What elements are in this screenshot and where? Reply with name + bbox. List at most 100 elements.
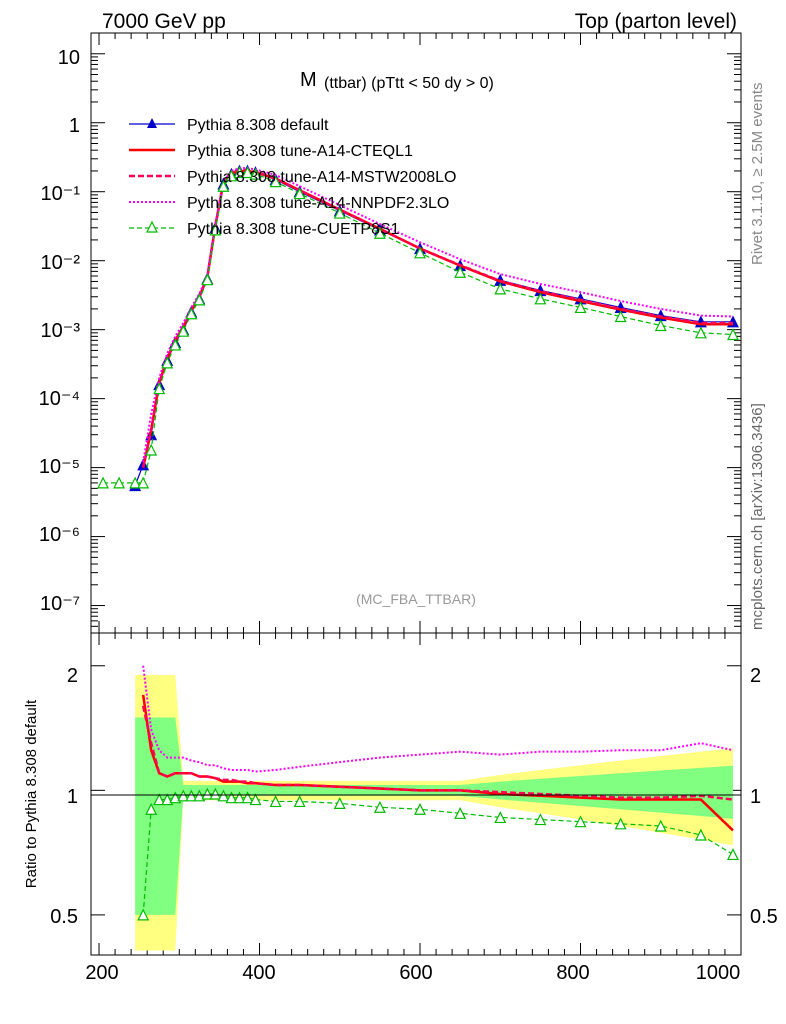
ratio-plot-frame <box>90 632 742 956</box>
data-point <box>193 293 206 306</box>
data-point <box>217 179 230 192</box>
data-point <box>97 476 110 489</box>
ratio-data-point <box>574 815 587 828</box>
ratio-data-point <box>727 848 739 861</box>
legend: Pythia 8.308 default Pythia 8.308 tune-A… <box>129 117 456 238</box>
ratio-data-point <box>177 789 190 802</box>
ratio-data-point <box>201 787 214 800</box>
ratio-data-point <box>241 791 254 804</box>
y-tick-label: 10⁻⁷ <box>40 593 80 615</box>
y-tick-label: 1 <box>69 115 80 137</box>
ratio-data-point <box>225 791 238 804</box>
data-point <box>233 166 246 179</box>
ratio-y-tick-label-right: 0.5 <box>750 906 778 928</box>
ratio-uncertainty-bands <box>135 674 733 951</box>
data-point <box>201 273 214 286</box>
series-line <box>103 171 734 484</box>
ratio-data-point <box>185 789 198 802</box>
ratio-data-point <box>269 795 282 808</box>
ratio-data-point <box>209 787 222 800</box>
ratio-data-point <box>614 817 627 830</box>
ratio-data-point <box>137 908 150 921</box>
ratio-data-point <box>233 791 246 804</box>
data-point <box>241 166 254 179</box>
ratio-data-point <box>494 811 507 824</box>
series-line <box>141 168 733 468</box>
ratio-data-point <box>217 789 230 802</box>
legend-label: Pythia 8.308 tune-A14-NNPDF2.3LO <box>187 195 449 212</box>
ratio-data-point <box>454 806 467 819</box>
x-tick-label: 800 <box>556 962 589 984</box>
legend-entry: Pythia 8.308 tune-A14-NNPDF2.3LO <box>129 195 449 212</box>
legend-marker-triangle <box>147 118 157 128</box>
mcplots-label: mcplots.cern.ch [arXiv:1306.3436] <box>749 403 766 630</box>
y-tick-label: 10⁻³ <box>41 320 81 342</box>
data-point <box>454 265 467 278</box>
ratio-y-tick-label-right: 2 <box>750 665 761 687</box>
x-tick-label: 400 <box>242 962 275 984</box>
ratio-series-line <box>142 793 734 915</box>
x-tick-labels: 200 400 600 800 1000 <box>85 962 740 984</box>
header-left: 7000 GeV pp <box>102 10 226 33</box>
legend-label: Pythia 8.308 tune-A14-MSTW2008LO <box>187 169 456 186</box>
data-point <box>574 301 587 314</box>
ratio-y-tick-label-right: 1 <box>750 786 761 808</box>
ratio-y-tick-label: 0.5 <box>50 906 78 928</box>
ratio-data-point <box>169 791 182 804</box>
data-point <box>161 356 174 369</box>
ratio-data-point <box>153 793 166 806</box>
data-point <box>269 175 282 188</box>
series-line <box>142 167 734 463</box>
data-point <box>129 476 142 489</box>
ratio-data-point <box>654 819 667 832</box>
data-point <box>177 324 190 337</box>
data-point <box>654 319 667 332</box>
x-tick-label: 600 <box>399 962 432 984</box>
y-tick-label: 10 <box>58 47 80 69</box>
rivet-label: Rivet 3.1.10, ≥ 2.5M events <box>749 83 766 266</box>
ratio-data-point <box>694 828 707 841</box>
data-point <box>414 246 426 259</box>
data-point <box>185 307 198 320</box>
data-point <box>727 328 739 341</box>
ratio-data-point <box>293 795 306 808</box>
legend-marker-open-triangle <box>146 220 158 233</box>
ratio-data-point <box>534 813 547 826</box>
ratio-data-point <box>145 802 158 815</box>
y-tick-label: 10⁻⁴ <box>39 388 80 410</box>
legend-entry: Pythia 8.308 tune-A14-MSTW2008LO <box>129 169 456 186</box>
y-tick-label: 10⁻⁶ <box>39 524 80 546</box>
legend-label: Pythia 8.308 tune-CUETP8S1 <box>187 221 400 238</box>
legend-label: Pythia 8.308 default <box>187 117 329 134</box>
x-tick-label: 200 <box>85 962 118 984</box>
data-point <box>534 292 547 305</box>
legend-entry: Pythia 8.308 default <box>129 117 329 134</box>
series-line <box>141 169 733 468</box>
data-point <box>137 476 150 489</box>
legend-entry: Pythia 8.308 tune-A14-CTEQL1 <box>129 143 413 160</box>
ratio-data-point <box>161 793 174 806</box>
data-point <box>494 282 507 295</box>
data-point <box>333 206 346 219</box>
ratio-series-line <box>142 665 734 773</box>
data-point <box>614 310 627 323</box>
data-point <box>153 382 166 395</box>
ratio-y-tick-labels: 2 1 0.5 2 1 0.5 <box>50 665 778 928</box>
data-point <box>225 169 238 182</box>
data-point <box>209 223 222 236</box>
plot-title-sub: (ttbar) (pTtt < 50 dy > 0) <box>324 75 494 92</box>
data-point <box>293 187 306 200</box>
data-point <box>694 326 707 339</box>
legend-label: Pythia 8.308 tune-A14-CTEQL1 <box>187 143 413 160</box>
ratio-data-point <box>193 789 206 802</box>
ratio-data-point <box>249 793 262 806</box>
data-point <box>373 226 386 239</box>
x-tick-label: 1000 <box>696 962 741 984</box>
y-tick-label: 10⁻¹ <box>41 183 81 205</box>
analysis-watermark: (MC_FBA_TTBAR) <box>356 591 476 607</box>
data-point <box>145 443 158 456</box>
ratio-data-point <box>333 797 346 809</box>
ratio-y-tick-label: 2 <box>67 665 78 687</box>
data-point <box>249 167 262 180</box>
